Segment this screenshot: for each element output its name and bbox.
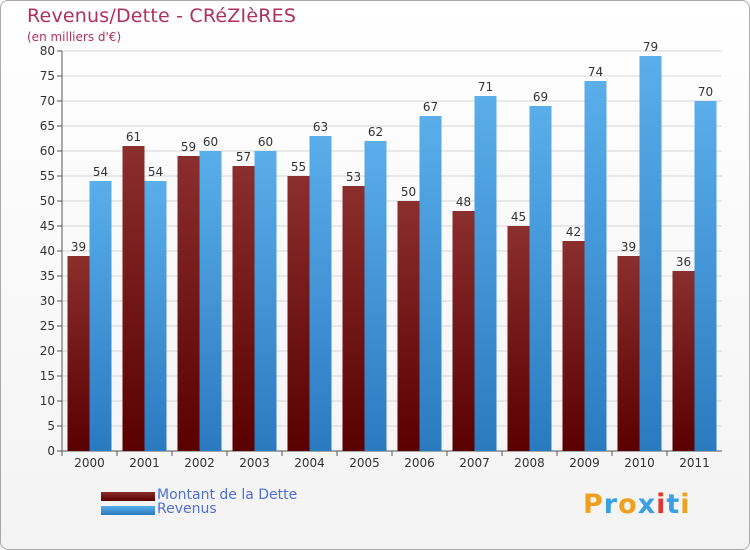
chart-subtitle: (en milliers d'€) [27, 30, 122, 44]
data-label-revenue: 54 [148, 165, 163, 179]
data-label-debt: 50 [401, 185, 416, 199]
data-label-revenue: 70 [698, 85, 713, 99]
y-tick-label: 60 [40, 144, 55, 158]
x-tick-label: 2007 [459, 456, 490, 470]
bar-revenue [529, 106, 552, 451]
bar-revenue [364, 141, 387, 451]
data-label-debt: 57 [236, 150, 251, 164]
data-label-revenue: 60 [203, 135, 218, 149]
x-tick-label: 2006 [404, 456, 435, 470]
bar-debt [177, 156, 200, 451]
data-label-revenue: 62 [368, 125, 383, 139]
legend-swatch-revenue [101, 506, 155, 515]
logo-letter: i [656, 489, 667, 520]
x-tick-label: 2011 [679, 456, 710, 470]
x-tick-label: 2010 [624, 456, 655, 470]
y-tick-label: 0 [47, 444, 55, 458]
bar-debt [562, 241, 585, 451]
logo-letter: i [680, 489, 691, 520]
y-tick-label: 25 [40, 319, 55, 333]
grid-layer [62, 50, 722, 452]
bar-revenue [419, 116, 442, 451]
x-tick-label: 2000 [74, 456, 105, 470]
data-label-debt: 39 [71, 240, 86, 254]
axis-layer: 0 5 10 15 20 25 30 35 40 45 50 55 60 65 70 75 80 2000 2001… [40, 44, 722, 470]
bar-revenue [89, 181, 112, 451]
y-tick-label: 45 [40, 219, 55, 233]
bar-revenue [254, 151, 277, 451]
legend-swatch-debt [101, 492, 155, 501]
data-label-debt: 59 [181, 140, 196, 154]
x-tick-label: 2005 [349, 456, 380, 470]
y-tick-label: 50 [40, 194, 55, 208]
bar-layer [67, 56, 717, 451]
data-label-debt: 48 [456, 195, 471, 209]
proxiti-logo: Proxiti [583, 489, 691, 520]
data-label-debt: 61 [126, 130, 141, 144]
x-tick-label: 2008 [514, 456, 545, 470]
bar-revenue [144, 181, 167, 451]
bar-debt [672, 271, 695, 451]
logo-letter: x [637, 489, 657, 520]
bar-debt [67, 256, 90, 451]
y-tick-label: 5 [47, 419, 55, 433]
x-tick-label: 2002 [184, 456, 215, 470]
y-tick-label: 55 [40, 169, 55, 183]
y-tick-label: 70 [40, 94, 55, 108]
bar-revenue [584, 81, 607, 451]
y-tick-label: 35 [40, 269, 55, 283]
bar-revenue [639, 56, 662, 451]
x-tick-label: 2004 [294, 456, 325, 470]
y-tick-label: 80 [40, 44, 55, 58]
x-tick-label: 2009 [569, 456, 600, 470]
bar-debt [507, 226, 530, 451]
bar-debt [452, 211, 475, 451]
logo-letter: r [603, 489, 619, 520]
bar-revenue [309, 136, 332, 451]
y-tick-label: 75 [40, 69, 55, 83]
data-label-revenue: 69 [533, 90, 548, 104]
data-label-debt: 42 [566, 225, 581, 239]
logo-letter: t [666, 489, 681, 520]
data-label-revenue: 71 [478, 80, 493, 94]
y-tick-label: 15 [40, 369, 55, 383]
data-label-revenue: 54 [93, 165, 108, 179]
data-label-revenue: 67 [423, 100, 438, 114]
bar-revenue [474, 96, 497, 451]
y-tick-label: 40 [40, 244, 55, 258]
bar-revenue [199, 151, 222, 451]
data-label-debt: 39 [621, 240, 636, 254]
data-label-debt: 53 [346, 170, 361, 184]
logo-letter: P [583, 489, 604, 520]
legend-label-debt: Montant de la Dette [157, 487, 298, 503]
x-tick-label: 2001 [129, 456, 160, 470]
bar-revenue [694, 101, 717, 451]
data-label-debt: 55 [291, 160, 306, 174]
data-label-revenue: 74 [588, 65, 603, 79]
data-label-debt: 36 [676, 255, 691, 269]
bar-debt [122, 146, 145, 451]
legend-label-revenue: Revenus [157, 501, 217, 517]
bar-debt [397, 201, 420, 451]
y-tick-label: 65 [40, 119, 55, 133]
bar-debt [232, 166, 255, 451]
data-label-revenue: 63 [313, 120, 328, 134]
y-tick-label: 30 [40, 294, 55, 308]
data-label-revenue: 60 [258, 135, 273, 149]
bar-debt [342, 186, 365, 451]
bar-debt [617, 256, 640, 451]
data-label-layer: 39 54 61 54 59 60 57 60 55 63 53 62 50 67 48 71 45 69 42 74… [71, 40, 713, 269]
chart-title: Revenus/Dette - CRéZIèRES [27, 5, 297, 27]
y-tick-label: 10 [40, 394, 55, 408]
y-tick-label: 20 [40, 344, 55, 358]
x-tick-label: 2003 [239, 456, 270, 470]
bar-debt [287, 176, 310, 451]
logo-letter: o [618, 489, 638, 520]
data-label-debt: 45 [511, 210, 526, 224]
data-label-revenue: 79 [643, 40, 658, 54]
